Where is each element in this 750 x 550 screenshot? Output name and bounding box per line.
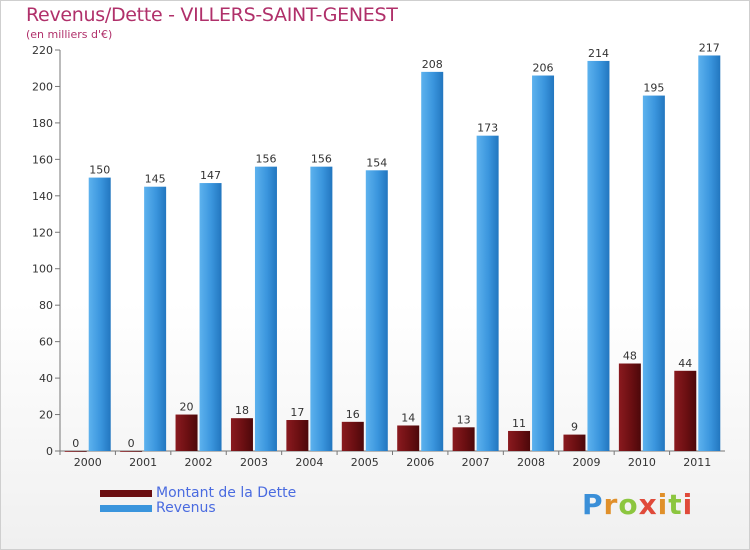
y-tick-label: 220: [32, 44, 53, 57]
proxiti-logo: Proxiti: [582, 488, 694, 521]
bars-layer: [64, 55, 721, 452]
y-tick-label: 20: [39, 409, 53, 422]
data-label-dette: 20: [180, 401, 194, 414]
x-tick-label: 2010: [628, 456, 656, 469]
y-tick-label: 100: [32, 263, 53, 276]
x-tick-label: 2003: [240, 456, 268, 469]
bar-dette: [120, 451, 143, 452]
legend-swatch-dette: [100, 490, 152, 497]
bar-dette: [341, 421, 364, 451]
data-label-dette: 18: [235, 404, 249, 417]
bar-revenus: [254, 166, 277, 451]
bar-revenus: [476, 135, 499, 451]
legend-swatch-revenus: [100, 505, 152, 512]
bar-dette: [175, 414, 198, 451]
bar-dette: [230, 418, 253, 451]
x-tick-label: 2004: [295, 456, 323, 469]
data-label-revenus: 208: [422, 58, 443, 71]
bar-dette: [397, 425, 420, 451]
data-label-revenus: 154: [366, 156, 387, 169]
bar-revenus: [365, 170, 388, 452]
x-tick-label: 2002: [185, 456, 213, 469]
x-tick-label: 2005: [351, 456, 379, 469]
legend-label-revenus: Revenus: [156, 500, 216, 516]
bar-dette: [286, 420, 309, 451]
data-label-revenus: 145: [145, 173, 166, 186]
bar-dette: [508, 430, 531, 451]
data-label-revenus: 195: [643, 82, 664, 95]
x-tick-label: 2009: [572, 456, 600, 469]
bar-dette: [563, 434, 586, 451]
bar-dette: [452, 427, 475, 451]
data-label-revenus: 147: [200, 169, 221, 182]
data-label-dette: 16: [346, 408, 360, 421]
data-label-dette: 48: [623, 350, 637, 363]
data-label-dette: 0: [72, 437, 79, 450]
labels-layer: 0 150 0 145 20 147 18 156 17 156 16 154 14 208 13 173 11…: [72, 41, 720, 450]
bar-revenus: [642, 95, 665, 452]
bar-revenus: [587, 60, 610, 451]
legend-label-dette: Montant de la Dette: [156, 485, 297, 501]
bar-dette: [674, 370, 697, 451]
bar-dette: [64, 451, 87, 452]
y-tick-label: 200: [32, 80, 53, 93]
data-label-revenus: 150: [89, 164, 110, 177]
y-tick-label: 0: [46, 445, 53, 458]
x-tick-label: 2000: [74, 456, 102, 469]
x-tick-label: 2011: [683, 456, 711, 469]
bar-dette: [618, 363, 641, 451]
data-label-revenus: 214: [588, 47, 609, 60]
y-tick-label: 160: [32, 153, 53, 166]
x-tick-label: 2008: [517, 456, 545, 469]
bar-revenus: [310, 166, 333, 451]
bar-revenus: [532, 75, 555, 451]
chart-subtitle: (en milliers d'€): [26, 28, 113, 41]
bar-revenus: [144, 186, 167, 452]
bar-revenus: [199, 183, 222, 452]
y-tick-label: 120: [32, 226, 53, 239]
bar-revenus: [88, 177, 111, 451]
y-tick-label: 140: [32, 190, 53, 203]
x-tick-label: 2006: [406, 456, 434, 469]
data-label-revenus: 173: [477, 122, 498, 135]
data-label-revenus: 156: [255, 153, 276, 166]
bar-revenus: [421, 71, 444, 451]
data-label-revenus: 217: [699, 41, 720, 54]
data-label-dette: 0: [128, 437, 135, 450]
data-label-dette: 14: [401, 411, 415, 424]
data-label-dette: 13: [457, 413, 471, 426]
chart-title: Revenus/Dette - VILLERS-SAINT-GENEST: [26, 4, 398, 26]
y-tick-label: 60: [39, 336, 53, 349]
data-label-revenus: 156: [311, 153, 332, 166]
x-tick-label: 2001: [129, 456, 157, 469]
data-label-dette: 11: [512, 417, 526, 430]
y-tick-label: 80: [39, 299, 53, 312]
data-label-dette: 9: [571, 421, 578, 434]
data-label-revenus: 206: [533, 62, 554, 75]
data-label-dette: 17: [290, 406, 304, 419]
data-label-dette: 44: [678, 357, 692, 370]
y-tick-label: 40: [39, 372, 53, 385]
y-tick-label: 180: [32, 117, 53, 130]
x-tick-label: 2007: [462, 456, 490, 469]
bar-revenus: [698, 55, 721, 452]
